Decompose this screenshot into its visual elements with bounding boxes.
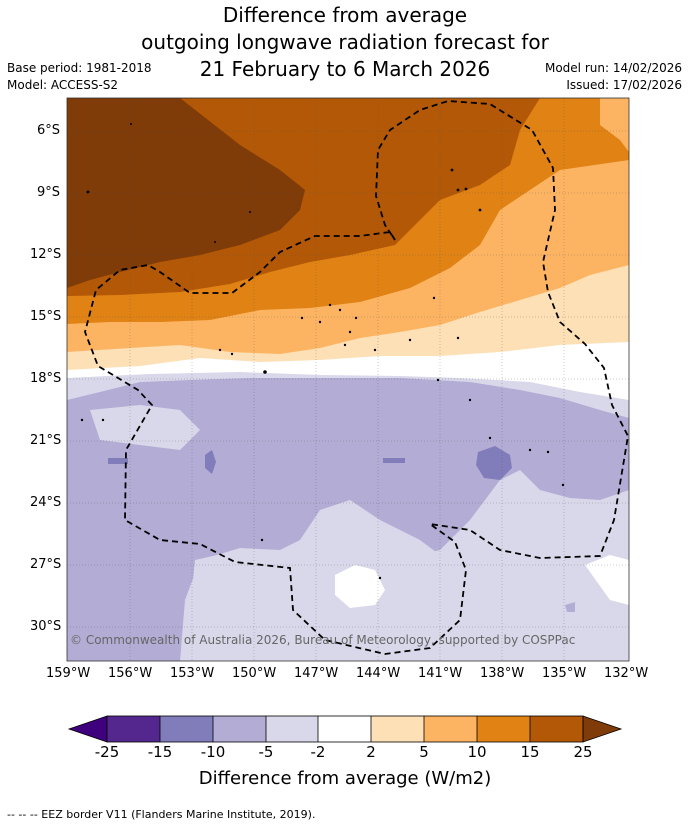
colorbar-swatch-7 [424,716,477,742]
colorbar [67,715,623,743]
colorbar-max-arrow [582,715,623,743]
colorbar-tick: 15 [520,743,540,761]
lat-label: 9°S [37,185,61,200]
lat-label: 18°S [30,371,62,386]
islands [80,123,565,580]
colorbar-tick: -2 [310,743,326,761]
colorbar-swatch-2 [160,716,213,742]
colorbar-swatch-3 [213,716,266,742]
lat-label: 6°S [37,123,61,138]
map-border [66,97,630,662]
colorbar-swatch-8 [477,716,530,742]
lat-label: 15°S [30,309,62,324]
map-title: Difference from average outgoing longwav… [0,2,690,83]
lat-label: 21°S [30,433,62,448]
colorbar-min-arrow [67,715,108,743]
lon-label: 135°W [542,666,587,681]
colorbar-tick: 5 [419,743,429,761]
title-line-2: outgoing longwave radiation forecast for [141,30,549,54]
colorbar-swatch-9 [530,716,583,742]
eez-footnote: -- -- -- EEZ border V11 (Flanders Marine… [7,808,316,821]
colorbar-swatch-6 [371,716,424,742]
colorbar-tick: 25 [573,743,593,761]
lon-label: 159°W [46,666,91,681]
light-lavender-patch [90,405,200,450]
lat-label: 27°S [30,557,62,572]
model-run: Model run: 14/02/2026 [544,61,682,75]
lon-label: 150°W [232,666,277,681]
colorbar-tick: 2 [366,743,376,761]
grid-lines [67,98,629,661]
dark-purple-blob [108,458,128,464]
base-period: Base period: 1981-2018 [7,61,152,75]
lon-label: 138°W [480,666,525,681]
lat-label: 24°S [30,495,62,510]
title-line-1: Difference from average [222,3,468,27]
eez-border [84,100,629,655]
colorbar-title: Difference from average (W/m2) [198,768,492,789]
lon-label: 156°W [108,666,153,681]
lon-label: 141°W [418,666,463,681]
lon-label: 147°W [294,666,339,681]
colorbar-swatch-4 [266,716,318,742]
model-name: Model: ACCESS-S2 [7,78,119,92]
lon-label: 144°W [356,666,401,681]
lat-label: 30°S [30,619,62,634]
colorbar-tick: -10 [200,743,226,761]
copyright-notice: © Commonwealth of Australia 2026, Bureau… [70,633,576,647]
neutral-patch [585,555,629,605]
meta-right: Model run: 14/02/2026 Issued: 17/02/2026 [545,60,682,94]
colorbar-tick: -25 [94,743,120,761]
dark-purple-blob [476,446,512,480]
colorbar-tick: -5 [258,743,274,761]
neutral-patch [335,565,385,608]
colorbar-tick: 10 [467,743,487,761]
dark-purple-blob [383,458,405,463]
lon-label: 132°W [604,666,649,681]
lat-label: 12°S [30,247,62,262]
band-over-25 [67,98,305,288]
colorbar-tick: -15 [147,743,173,761]
title-line-3: 21 February to 6 March 2026 [199,57,491,81]
dark-purple-blob [205,450,216,474]
colorbar-swatch-5 [318,716,371,742]
dark-purple-blob [565,602,575,612]
issued-date: Issued: 17/02/2026 [566,78,682,92]
lon-label: 153°W [170,666,215,681]
light-lavender-patch [185,550,300,661]
colorbar-swatch-1 [107,716,160,742]
meta-left: Base period: 1981-2018 Model: ACCESS-S2 [7,60,152,94]
